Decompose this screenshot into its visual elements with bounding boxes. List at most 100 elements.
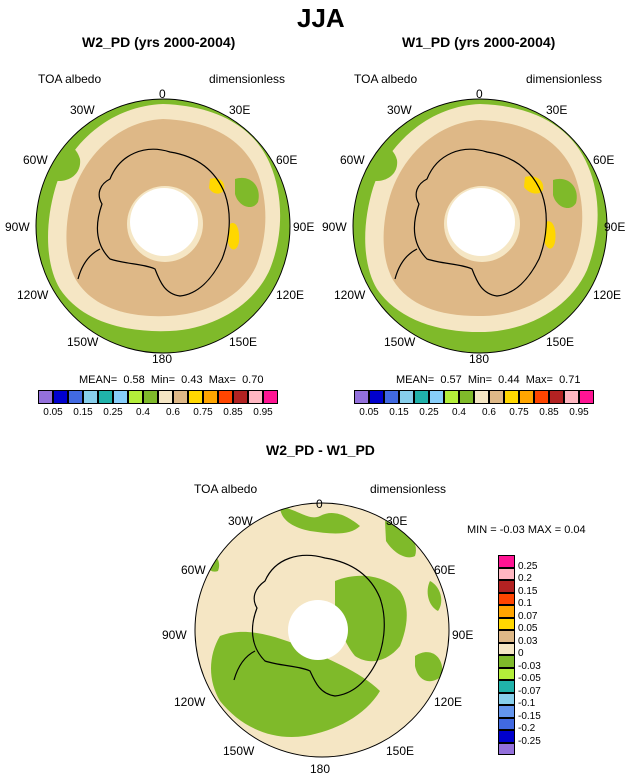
colorbar-swatch [498, 567, 515, 580]
colorbar-swatch [498, 580, 515, 593]
colorbar-tick-label: -0.2 [518, 723, 536, 734]
colorbar-tick-label: 0.07 [518, 610, 538, 622]
colorbar-swatch [564, 390, 579, 404]
antarctica-coastline [233, 554, 385, 697]
colorbar-tick-label: 0.25 [518, 560, 538, 572]
lon-label-90e: 90E [293, 220, 315, 234]
left-panel-units-label: dimensionless [209, 72, 286, 86]
max-label: Max= [525, 374, 553, 386]
green-patch [204, 554, 220, 572]
colorbar-swatch [414, 390, 429, 404]
colorbar-swatch [384, 390, 399, 404]
antarctica-coastline [77, 148, 230, 297]
lon-label-30e: 30E [229, 103, 251, 117]
colorbar-tick-label: 0.6 [482, 407, 496, 418]
colorbar-swatch [519, 390, 534, 404]
lon-label-30e: 30E [546, 103, 568, 117]
colorbar-tick-label: 0.4 [136, 407, 150, 418]
green-patch [235, 177, 259, 208]
lon-label-30w: 30W [228, 514, 253, 528]
diff-panel-title: W2_PD - W1_PD [266, 442, 375, 458]
right-albedo-map [352, 98, 608, 354]
colorbar-swatch [534, 390, 549, 404]
diff-stats: MIN = -0.03 MAX = 0.04 [467, 524, 586, 536]
left-stats: MEAN= 0.58 Min= 0.43 Max= 0.70 [79, 374, 263, 386]
lon-label-90w: 90W [322, 220, 347, 234]
colorbar-tick-label: 0.2 [518, 573, 532, 584]
lon-label-120w: 120W [174, 695, 206, 709]
colorbar-swatch [549, 390, 564, 404]
max-value: 0.70 [242, 374, 264, 386]
colorbar-tick-label: 0.03 [518, 635, 538, 647]
lon-label-150e: 150E [229, 335, 258, 349]
colorbar-tick-label: -0.07 [518, 685, 541, 697]
colorbar-swatch [498, 680, 515, 693]
lon-label-180: 180 [310, 762, 331, 776]
colorbar-swatch [354, 390, 369, 404]
mean-label: MEAN= [396, 374, 435, 386]
yellow-patch [209, 178, 225, 194]
colorbar-tick-label: -0.15 [518, 710, 541, 722]
lon-label-60e: 60E [434, 563, 456, 577]
colorbar-tick-label: -0.03 [518, 660, 541, 672]
colorbar-swatch [498, 705, 515, 718]
right-colorbar: 0.05 0.15 0.25 0.4 0.6 0.75 0.85 0.95 [354, 390, 596, 422]
colorbar-swatch [53, 390, 68, 404]
lon-label-150w: 150W [223, 744, 255, 758]
colorbar-swatch [444, 390, 459, 404]
colorbar-swatch [498, 730, 515, 743]
colorbar-swatch [399, 390, 414, 404]
diff-albedo-map [194, 502, 450, 758]
colorbar-tick-label: -0.1 [518, 698, 536, 709]
yellow-patch [544, 221, 556, 249]
colorbar-tick-label: 0.05 [359, 407, 379, 418]
lon-label-30w: 30W [387, 103, 412, 117]
colorbar-tick-label: 0.95 [569, 407, 589, 418]
yellow-patch [524, 176, 544, 194]
colorbar-swatch [474, 390, 489, 404]
min-label: Min= [467, 374, 493, 386]
colorbar-swatch [498, 605, 515, 618]
lon-label-120e: 120E [593, 288, 622, 302]
colorbar-swatch [158, 390, 173, 404]
lon-label-90e: 90E [604, 220, 626, 234]
lon-label-150e: 150E [546, 335, 575, 349]
pole-missing-data [447, 188, 515, 256]
max-value: 0.71 [559, 374, 581, 386]
lon-label-150w: 150W [384, 335, 416, 349]
mean-value: 0.57 [440, 374, 462, 386]
map-boundary [194, 502, 450, 758]
pole-missing-data [288, 600, 348, 660]
colorbar-swatch [459, 390, 474, 404]
colorbar-tick-label: 0.15 [518, 585, 538, 597]
min-value: 0.44 [498, 374, 520, 386]
colorbar-swatch [38, 390, 53, 404]
colorbar-swatch [218, 390, 233, 404]
colorbar-swatch [498, 692, 515, 705]
diff-panel-units-label: dimensionless [370, 482, 447, 496]
colorbar-tick-label: 0.25 [103, 407, 123, 418]
colorbar-tick-label: 0.05 [43, 407, 63, 418]
yellow-patch [228, 223, 240, 250]
lon-label-60e: 60E [593, 153, 615, 167]
lon-label-30w: 30W [70, 103, 95, 117]
left-panel-variable-label: TOA albedo [38, 72, 102, 86]
lon-label-90w: 90W [162, 628, 187, 642]
colorbar-swatch [489, 390, 504, 404]
left-panel-title: W2_PD (yrs 2000-2004) [82, 34, 236, 50]
colorbar-swatch [498, 617, 515, 630]
antarctica-coastline [394, 148, 547, 297]
lon-label-120w: 120W [334, 288, 366, 302]
colorbar-swatch [203, 390, 218, 404]
lon-label-0: 0 [316, 497, 323, 511]
colorbar-tick-label: 0.1 [518, 598, 532, 609]
green-patch [553, 178, 577, 209]
colorbar-swatch [128, 390, 143, 404]
colorbar-tick-label: 0 [518, 648, 524, 659]
page-title: JJA [297, 3, 345, 33]
colorbar-swatch [68, 390, 83, 404]
colorbar-swatch [263, 390, 278, 404]
colorbar-swatch [498, 642, 515, 655]
lon-label-120e: 120E [434, 695, 463, 709]
colorbar-swatch [83, 390, 98, 404]
